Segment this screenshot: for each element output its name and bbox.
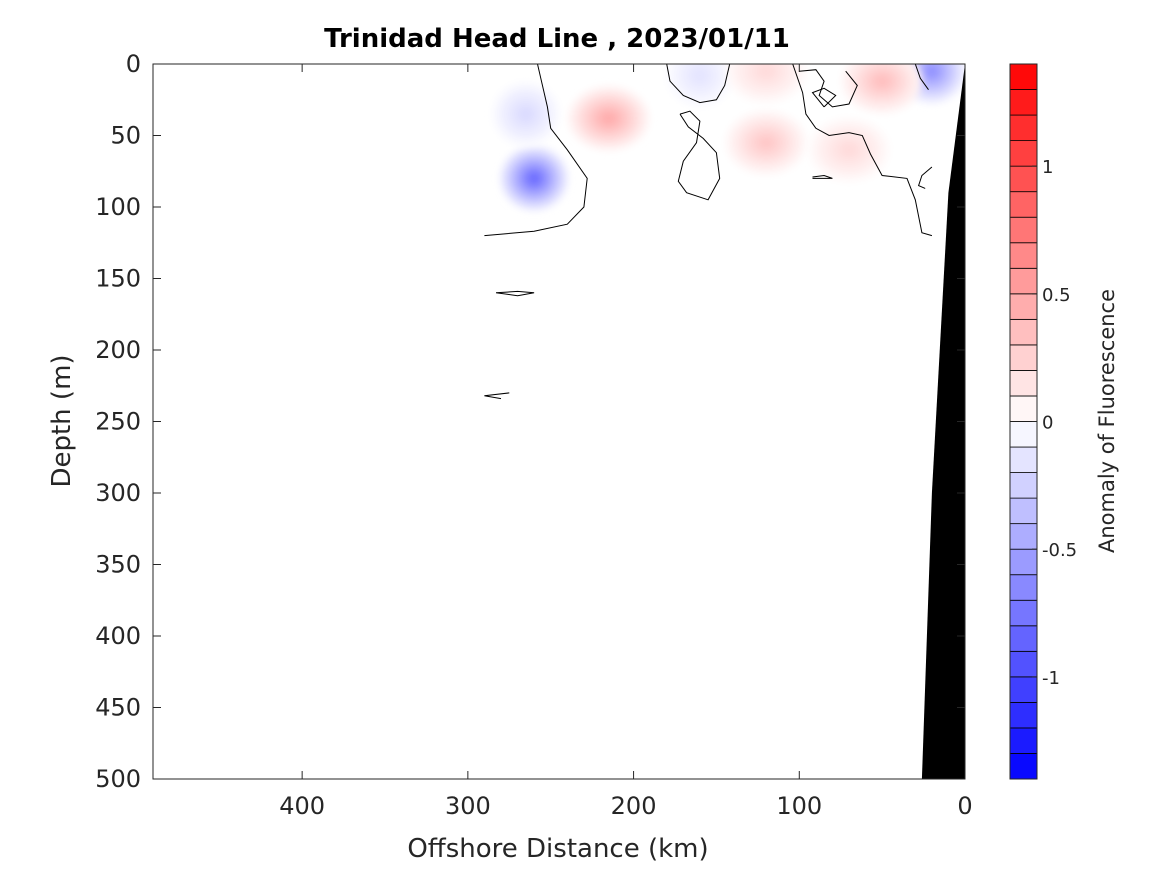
zero-contour-6 [917, 166, 933, 189]
zero-contour-4 [799, 69, 858, 108]
colorbar-segment [1009, 267, 1038, 295]
anomaly-feature-0 [501, 146, 568, 210]
anomaly-level [874, 74, 891, 88]
colorbar-segment [1009, 523, 1038, 550]
y-tick-label: 0 [126, 50, 141, 78]
y-tick-label: 450 [95, 694, 141, 722]
anomaly-field [492, 64, 965, 210]
y-tick-label: 400 [95, 622, 141, 650]
colorbar-segment [1009, 242, 1038, 269]
anomaly-feature-8 [809, 118, 889, 182]
colorbar-segment [1009, 701, 1038, 729]
anomaly-feature-3 [666, 64, 733, 107]
y-tick-label: 250 [95, 408, 141, 436]
y-axis: 0 50 100 150 200 250 300 350 400 450 500 [95, 50, 965, 793]
anomaly-level [693, 69, 707, 82]
anomaly-level [527, 172, 541, 185]
anomaly-feature-4 [568, 86, 649, 150]
anomaly-level [600, 112, 617, 125]
anomaly-level [841, 143, 857, 157]
colorbar-segment [1009, 344, 1038, 371]
y-tick-label: 300 [95, 479, 141, 507]
colorbar-segment [1009, 676, 1038, 703]
x-tick-label: 200 [611, 792, 657, 820]
colorbar-segment [1009, 318, 1038, 346]
anomaly-level [758, 136, 775, 149]
colorbar-tick-label: -0.5 [1042, 540, 1077, 561]
colorbar-segment [1009, 89, 1038, 116]
anomaly-level [925, 64, 939, 78]
anomaly-level [519, 107, 533, 121]
colorbar-tick-label: 0.5 [1042, 285, 1071, 306]
colorbar-segment [1009, 472, 1038, 499]
y-axis-label: Depth (m) [47, 354, 77, 487]
x-tick-label: 100 [776, 792, 822, 820]
colorbar-tick-label: 0 [1042, 413, 1053, 434]
zero-contour-5 [811, 87, 837, 108]
colorbar-segment [1009, 421, 1038, 448]
colorbar-segment [1009, 216, 1038, 244]
colorbar-tick-label: 1 [1042, 157, 1053, 178]
y-tick-label: 350 [95, 551, 141, 579]
colorbar-segment [1009, 370, 1038, 397]
zero-contour-3 [792, 64, 933, 237]
colorbar-segment [1009, 727, 1038, 754]
colorbar-segment [1009, 753, 1038, 780]
x-tick-label: 300 [445, 792, 491, 820]
zero-contours [484, 64, 933, 400]
zero-contour-9 [484, 392, 510, 400]
zero-contour-2 [677, 110, 721, 201]
colorbar: -1 -0.5 0 0.5 1 [1009, 63, 1077, 780]
anomaly-feature-6 [842, 64, 922, 113]
chart-title: Trinidad Head Line , 2023/01/11 [324, 24, 790, 54]
bathymetry-shape [921, 64, 965, 779]
colorbar-segment [1009, 446, 1038, 473]
colorbar-segment [1009, 548, 1038, 576]
y-tick-label: 50 [110, 122, 141, 150]
zero-contour-0 [484, 64, 588, 237]
anomaly-feature-7 [726, 64, 806, 103]
bathymetry [921, 64, 965, 779]
colorbar-tick-label: -1 [1042, 668, 1060, 689]
colorbar-segment [1009, 191, 1038, 218]
colorbar-segment [1009, 599, 1038, 627]
colorbar-segment [1009, 63, 1038, 90]
y-tick-label: 100 [95, 193, 141, 221]
x-tick-label: 400 [279, 792, 325, 820]
anomaly-feature-1 [492, 82, 559, 146]
x-axis-label: Offshore Distance (km) [407, 834, 708, 864]
anomaly-feature-5 [726, 111, 806, 175]
colorbar-label: Anomaly of Fluorescence [1095, 289, 1119, 553]
x-tick-label: 0 [957, 792, 972, 820]
colorbar-segment [1009, 625, 1038, 652]
colorbar-segment [1009, 650, 1038, 678]
anomaly-level [758, 64, 775, 78]
colorbar-segment [1009, 114, 1038, 142]
colorbar-segment [1009, 574, 1038, 601]
colorbar-segment [1009, 140, 1038, 167]
zero-contour-1 [666, 64, 731, 104]
colorbar-segment [1009, 395, 1038, 422]
zero-contour-10 [914, 64, 929, 90]
y-tick-label: 500 [95, 765, 141, 793]
y-tick-label: 150 [95, 265, 141, 293]
colorbar-segment [1009, 497, 1038, 525]
y-tick-label: 200 [95, 336, 141, 364]
x-axis: 400 300 200 100 0 [279, 64, 973, 820]
colorbar-segment [1009, 165, 1038, 193]
zero-contour-7 [812, 174, 833, 179]
zero-contour-8 [495, 290, 535, 297]
colorbar-segment [1009, 293, 1038, 320]
